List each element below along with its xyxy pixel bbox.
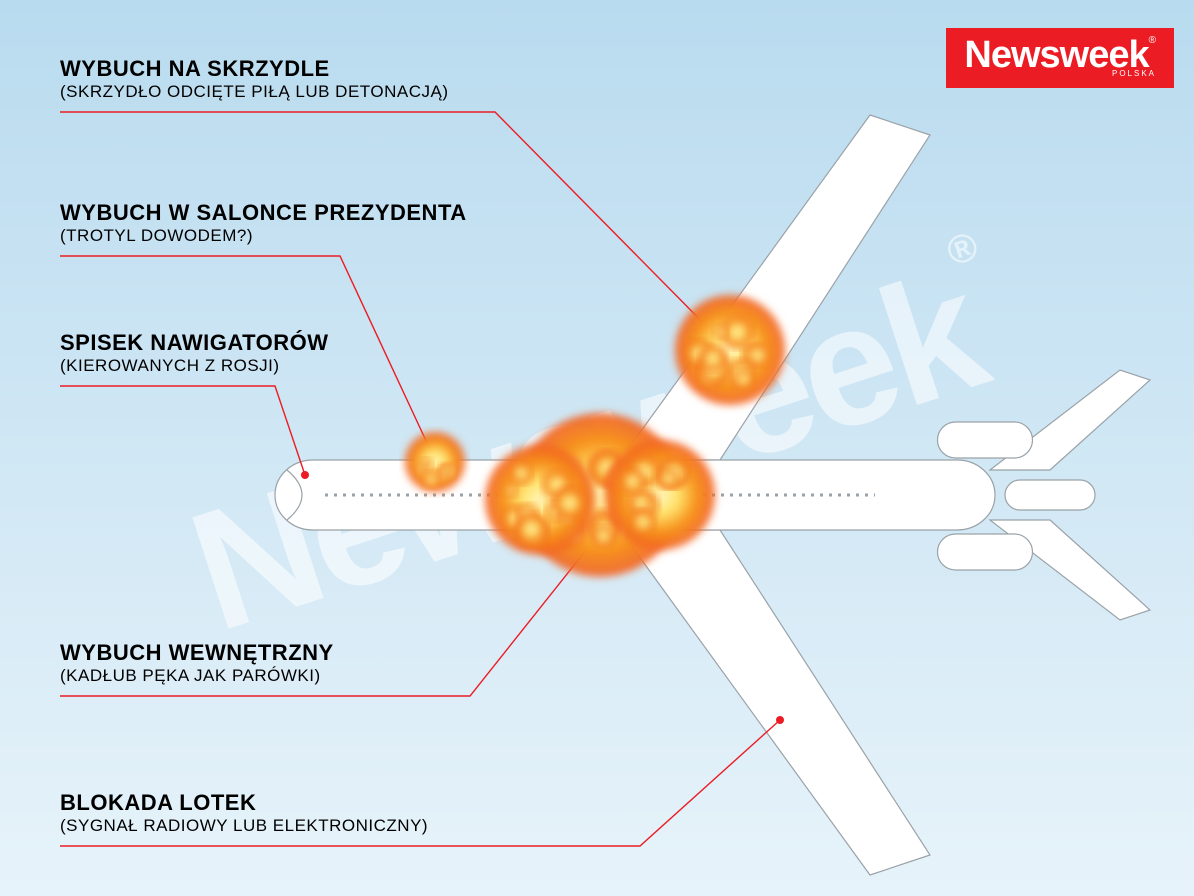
label-sub: (TROTYL DOWODEM?): [60, 226, 467, 246]
label-title: WYBUCH W SALONCE PREZYDENTA: [60, 200, 467, 226]
label-nav: SPISEK NAWIGATORÓW(KIEROWANYCH Z ROSJI): [60, 330, 329, 376]
label-title: WYBUCH WEWNĘTRZNY: [60, 640, 334, 666]
label-sub: (SYGNAŁ RADIOWY LUB ELEKTRONICZNY): [60, 816, 428, 836]
label-aileron: BLOKADA LOTEK(SYGNAŁ RADIOWY LUB ELEKTRO…: [60, 790, 428, 836]
label-sub: (KIEROWANYCH Z ROSJI): [60, 356, 329, 376]
label-title: SPISEK NAWIGATORÓW: [60, 330, 329, 356]
label-title: WYBUCH NA SKRZYDLE: [60, 56, 448, 82]
brand-logo: Newsweek® POLSKA: [946, 28, 1174, 88]
background: [0, 0, 1194, 896]
label-wing: WYBUCH NA SKRZYDLE(SKRZYDŁO ODCIĘTE PIŁĄ…: [60, 56, 448, 102]
label-internal: WYBUCH WEWNĘTRZNY(KADŁUB PĘKA JAK PARÓWK…: [60, 640, 334, 686]
label-sub: (KADŁUB PĘKA JAK PARÓWKI): [60, 666, 334, 686]
label-title: BLOKADA LOTEK: [60, 790, 428, 816]
label-sub: (SKRZYDŁO ODCIĘTE PIŁĄ LUB DETONACJĄ): [60, 82, 448, 102]
label-salon: WYBUCH W SALONCE PREZYDENTA(TROTYL DOWOD…: [60, 200, 467, 246]
